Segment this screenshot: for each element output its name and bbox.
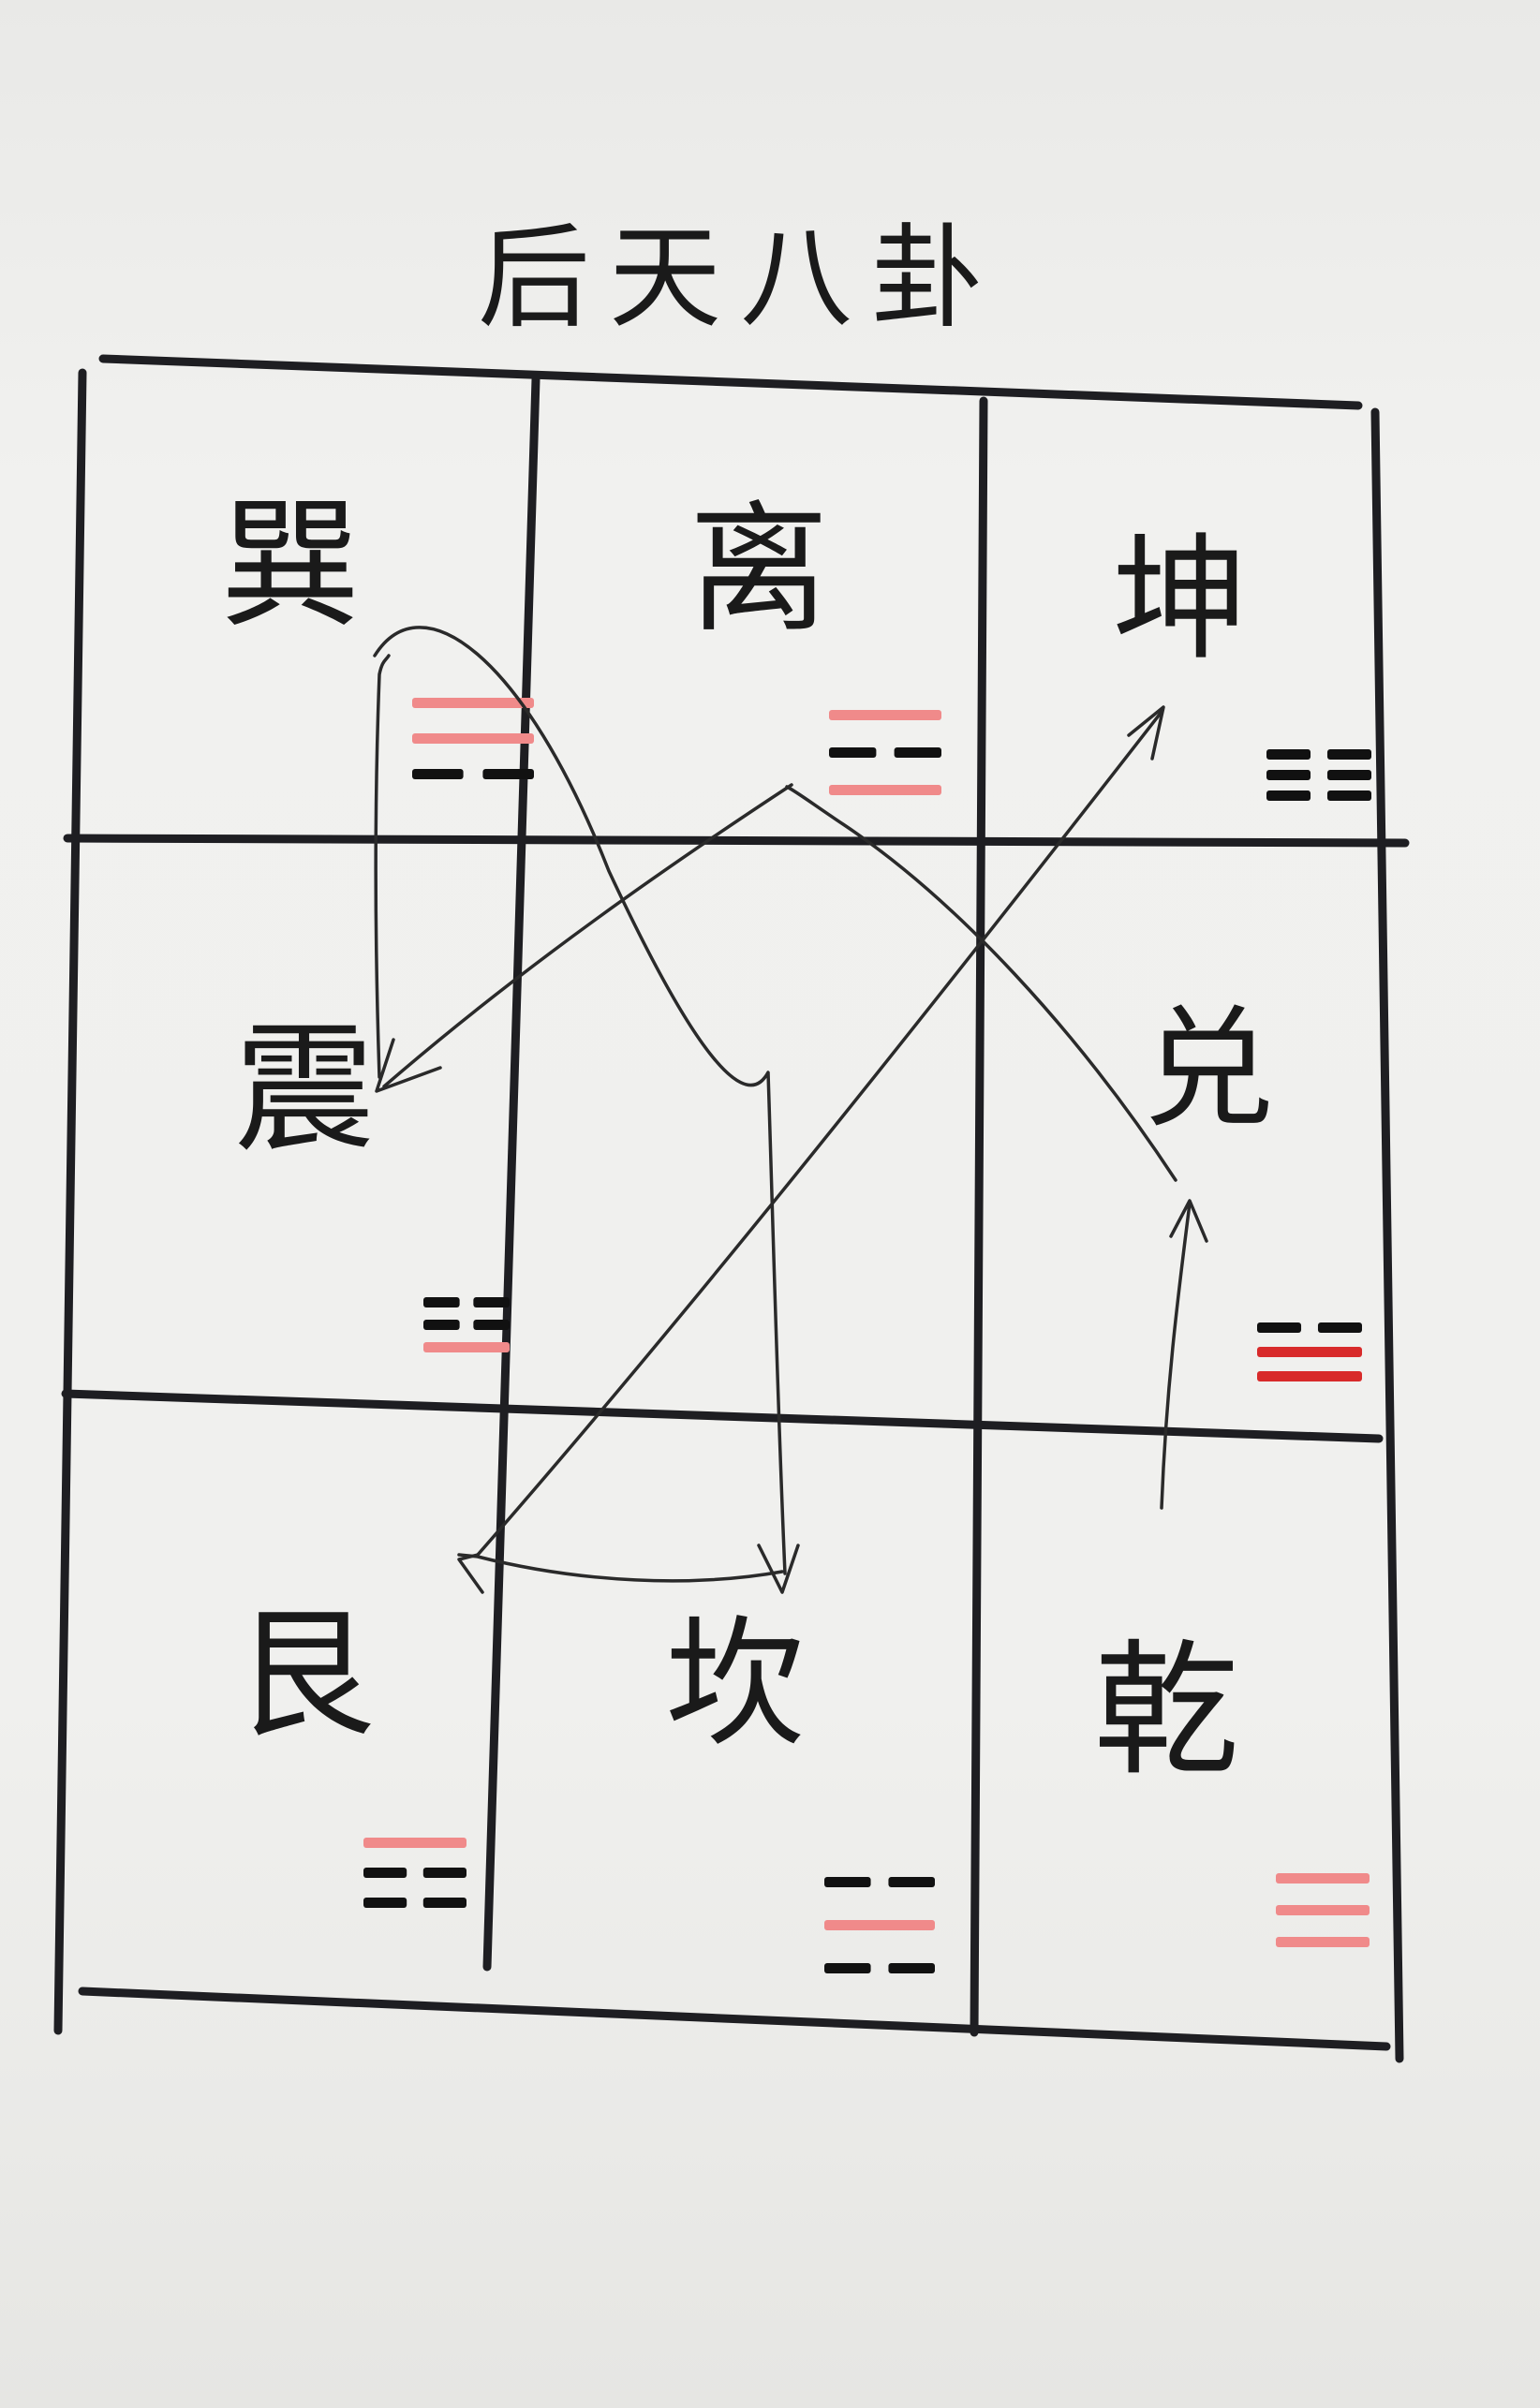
arrowhead-kan bbox=[757, 1544, 800, 1594]
diagram-title: 后天八卦 bbox=[478, 214, 1002, 344]
arrowhead-zhen bbox=[375, 1038, 442, 1093]
yin-line-left bbox=[1266, 770, 1311, 780]
yang-line bbox=[829, 710, 941, 720]
trigram-name-zhen: 震 bbox=[234, 1009, 375, 1172]
trigram-name-kun: 坤 bbox=[1113, 521, 1249, 679]
yin-line-left bbox=[829, 747, 877, 758]
yin-line-right bbox=[1326, 770, 1371, 780]
yang-line bbox=[1257, 1347, 1362, 1357]
trigram-symbol-kan bbox=[824, 1877, 935, 1973]
yin-line-left bbox=[363, 1868, 407, 1878]
grid-top-border bbox=[98, 354, 1363, 410]
arrow-kan-to-gen bbox=[457, 1553, 784, 1583]
grid-left-border bbox=[53, 368, 87, 2035]
yin-line-left bbox=[824, 1963, 871, 1973]
trigram-symbols bbox=[363, 698, 1371, 1973]
trigram-name-gen: 艮 bbox=[234, 1594, 375, 1757]
yin-line-right bbox=[1326, 790, 1371, 801]
yin-line-left bbox=[1266, 790, 1311, 801]
yin-line-right bbox=[482, 769, 534, 779]
arrowhead-kun bbox=[1127, 705, 1165, 761]
yin-line-left bbox=[412, 769, 464, 779]
trigram-symbol-qian bbox=[1276, 1873, 1370, 1947]
yin-line-right bbox=[473, 1297, 510, 1307]
grid-bottom-border bbox=[78, 1987, 1391, 2051]
yin-line-left bbox=[423, 1320, 460, 1330]
trigram-name-dui: 兑 bbox=[1143, 994, 1274, 1146]
yang-line bbox=[363, 1838, 466, 1848]
grid-horizontal-1 bbox=[63, 834, 1410, 848]
trigram-symbol-zhen bbox=[423, 1297, 510, 1352]
yin-line-left bbox=[824, 1877, 871, 1887]
trigram-symbol-dui bbox=[1257, 1322, 1362, 1381]
yin-line-right bbox=[894, 747, 941, 758]
arrow-gen-to-kun bbox=[476, 710, 1163, 1557]
arrow-xun-to-kan bbox=[373, 626, 787, 1575]
yin-line-right bbox=[888, 1963, 935, 1973]
trigram-name-qian: 乾 bbox=[1094, 1626, 1239, 1795]
arrowhead-gen bbox=[457, 1553, 484, 1594]
yin-line-right bbox=[422, 1898, 466, 1908]
yang-line bbox=[412, 698, 534, 708]
yin-line-right bbox=[888, 1877, 935, 1887]
arrow-li-to-zhen bbox=[382, 783, 793, 1088]
yin-line-left bbox=[1257, 1322, 1302, 1333]
yin-line-right bbox=[422, 1868, 466, 1878]
yin-line-right bbox=[1317, 1322, 1362, 1333]
trigram-name-kan: 坎 bbox=[665, 1603, 806, 1766]
yang-line bbox=[1257, 1371, 1362, 1381]
yang-line bbox=[423, 1342, 510, 1352]
yin-line-right bbox=[473, 1320, 510, 1330]
trigram-name-xun: 巽 bbox=[220, 484, 361, 647]
yin-line-right bbox=[1326, 749, 1371, 760]
trigram-name-li: 离 bbox=[689, 489, 829, 652]
yang-line bbox=[1276, 1937, 1370, 1947]
arrow-dui-to-li bbox=[785, 785, 1177, 1182]
trigram-symbol-gen bbox=[363, 1838, 466, 1908]
yin-line-left bbox=[423, 1297, 460, 1307]
yang-line bbox=[1276, 1873, 1370, 1884]
grid-right-border bbox=[1370, 407, 1404, 2063]
yang-line bbox=[824, 1920, 935, 1930]
yang-line bbox=[412, 733, 534, 744]
arrow-qian-to-dui bbox=[1160, 1202, 1192, 1510]
yang-line bbox=[829, 785, 941, 795]
trigram-symbol-kun bbox=[1266, 749, 1371, 801]
grid-horizontal-2 bbox=[61, 1389, 1384, 1443]
trigram-names: 巽 离 坤 震 兑 艮 坎 乾 bbox=[220, 484, 1274, 1795]
arrowhead-dui bbox=[1169, 1199, 1208, 1243]
yang-line bbox=[1276, 1905, 1370, 1915]
grid-vertical-2 bbox=[970, 396, 988, 2037]
trigram-symbol-li bbox=[829, 710, 941, 795]
grid bbox=[53, 354, 1410, 2063]
yin-line-left bbox=[363, 1898, 407, 1908]
sequence-arrows bbox=[373, 626, 1208, 1594]
arrow-zhen-to-xun bbox=[374, 654, 391, 1079]
grid-vertical-1 bbox=[482, 375, 540, 1972]
yin-line-left bbox=[1266, 749, 1311, 760]
trigram-symbol-xun bbox=[412, 698, 534, 779]
